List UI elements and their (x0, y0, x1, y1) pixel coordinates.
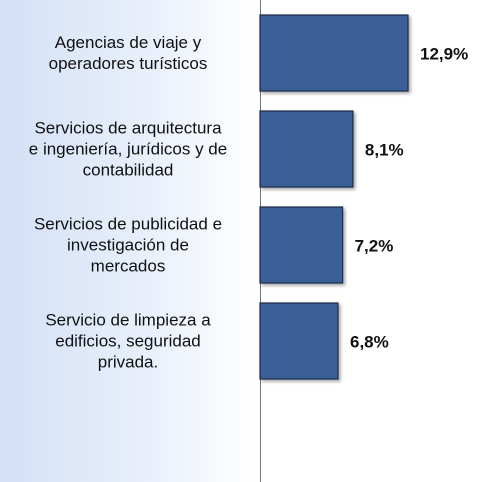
value-label: 7,2% (355, 236, 394, 255)
bar (259, 14, 409, 92)
bar (259, 110, 354, 188)
category-label: Agencias de viaje y operadores turístico… (48, 33, 208, 73)
value-label: 8,1% (365, 140, 404, 159)
category-label: Servicios de publicidad e investigación … (33, 214, 223, 276)
bar (259, 206, 344, 284)
value-label: 12,9% (420, 44, 468, 63)
category-label: Servicio de limpieza a edificios, seguri… (45, 310, 211, 372)
value-label: 6,8% (350, 332, 389, 351)
bar (259, 302, 339, 380)
category-label: Servicios de arquitectura e ingeniería, … (28, 118, 228, 180)
